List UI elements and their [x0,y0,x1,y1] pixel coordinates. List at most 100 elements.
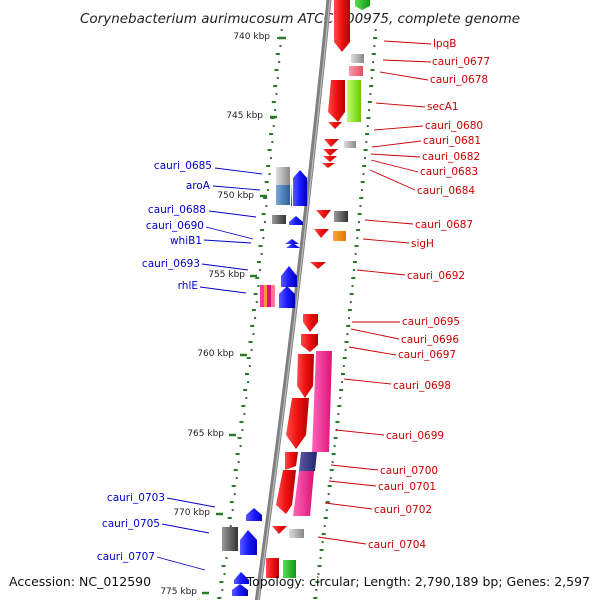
gene-cauri_0678 [349,66,363,76]
gene-label: cauri_0682 [422,151,480,163]
gene-aroA-b [293,170,307,206]
gene-lpqB [334,0,350,52]
gene-label: aroA [186,180,211,192]
scale-label: 740 kbp [233,32,270,42]
forward-genes [266,0,370,578]
genome-backbone-highlight [257,0,331,600]
gene-label: sigH [411,238,434,250]
scale-label: 745 kbp [226,111,263,121]
gene-cauri_0701 [293,471,314,516]
topology-text: Topology: circular; Length: 2,790,189 bp… [246,574,590,589]
gene-whiB1 [285,239,299,244]
gene-label: cauri_0678 [430,74,488,86]
gene-aroA [276,185,290,205]
scale-tick-765: 765 kbp [187,429,236,439]
gene-cauri_0706b [283,560,296,578]
gene-label: cauri_0684 [417,185,475,197]
map-title: Corynebacterium aurimucosum ATCC 700975,… [80,11,520,27]
gene-cauri_0692 [310,262,326,269]
gene-cauri_0695 [303,314,318,332]
reverse-gene-labels: cauri_0685 aroA cauri_0688 cauri_0690 wh… [97,160,212,563]
scale-label: 755 kbp [208,270,245,280]
scale-tick-755: 755 kbp [208,270,257,280]
gene-label: cauri_0703 [107,492,165,504]
gene-label: cauri_0697 [398,349,456,361]
gene-cauri_0707b [232,584,248,596]
gene-label: lpqB [433,38,456,50]
gene-rhlE-a [260,285,264,307]
gene-label: whiB1 [170,235,202,247]
scale-label: 770 kbp [173,508,210,518]
gene-label: cauri_0699 [386,430,444,442]
reverse-leader-lines [156,167,263,571]
gene-cauri_0705a [222,527,238,551]
gene-whiB1-b [286,243,300,248]
gene-cauri_0685 [276,167,290,185]
gene-label: cauri_0695 [402,316,460,328]
scale-tick-770: 770 kbp [173,508,223,518]
gene-secA1 [347,80,361,122]
gene-label: cauri_0696 [401,334,459,346]
scale-tick-745: 745 kbp [226,111,277,121]
gene-cauri_0706 [266,558,279,578]
gene-cauri_0704 [289,529,304,538]
gene-cauri_0684 [322,163,335,168]
gene-label: cauri_0705 [102,518,160,530]
tick-tracks [217,29,378,599]
genome-backbone [254,0,332,600]
scale-ticks: 740 kbp 745 kbp 750 kbp 755 kbp 760 kbp … [160,32,286,597]
gene-label: cauri_0690 [146,220,204,232]
gene-cauri_0707 [234,572,249,584]
gene-label: cauri_0687 [415,219,473,231]
gene-label: cauri_0692 [407,270,465,282]
reverse-genes [222,167,307,596]
scale-label: 760 kbp [197,349,234,359]
forward-leader-lines [317,40,432,545]
scale-label: 750 kbp [217,191,254,201]
gene-cauri_0693 [281,266,297,287]
accession-text: Accession: NC_012590 [9,574,151,589]
gene-label: cauri_0680 [425,120,483,132]
gene-label: cauri_0700 [380,465,438,477]
gene-cauri_0697 [297,354,314,398]
gene-cauri_0684a [323,156,337,162]
gene-cauri_0683 [323,149,338,156]
scale-tick-760: 760 kbp [197,349,247,359]
gene-label: cauri_0688 [148,204,206,216]
gene-cauri_0680 [328,122,342,129]
gene-cauri_0699 [286,398,309,449]
gene-cauri_0681 [344,141,356,148]
gene-cauri_0688 [272,215,286,224]
gene-cauri_0682 [324,139,339,147]
gene-cauri_0705 [240,530,257,555]
gene-rhlE-c [267,285,271,307]
scale-tick-740: 740 kbp [233,32,286,42]
scale-tick-750: 750 kbp [217,191,267,201]
gene-rhlE-b [264,285,267,307]
gene-label: cauri_0677 [432,56,490,68]
gene-label: secA1 [427,101,459,113]
gene-cauri_0696 [301,334,318,352]
gene-label: cauri_0681 [423,135,481,147]
gene-cauri_0702 [276,470,296,514]
gene-upstream [355,0,370,10]
gene-cauri_0686 [316,210,331,219]
gene-label: rhlE [178,280,198,292]
gene-cauri_0703b [272,526,287,534]
gene-cauri_0690 [289,216,303,225]
gene-cauri_0700b [285,452,298,470]
scale-label: 765 kbp [187,429,224,439]
gene-label: cauri_0693 [142,258,200,270]
gene-cauri_0698 [312,351,332,452]
gene-cauri_0689 [314,229,329,238]
gene-label: cauri_0683 [420,166,478,178]
scale-label: 775 kbp [160,587,197,597]
gene-rhlE-d [271,285,275,307]
forward-gene-labels: lpqB cauri_0677 cauri_0678 secA1 cauri_0… [368,38,490,551]
gene-label: cauri_0701 [378,481,436,493]
gene-label: cauri_0685 [154,160,212,172]
gene-cauri_0687 [334,211,348,222]
scale-tick-775: 775 kbp [160,587,209,597]
gene-label: cauri_0707 [97,551,155,563]
